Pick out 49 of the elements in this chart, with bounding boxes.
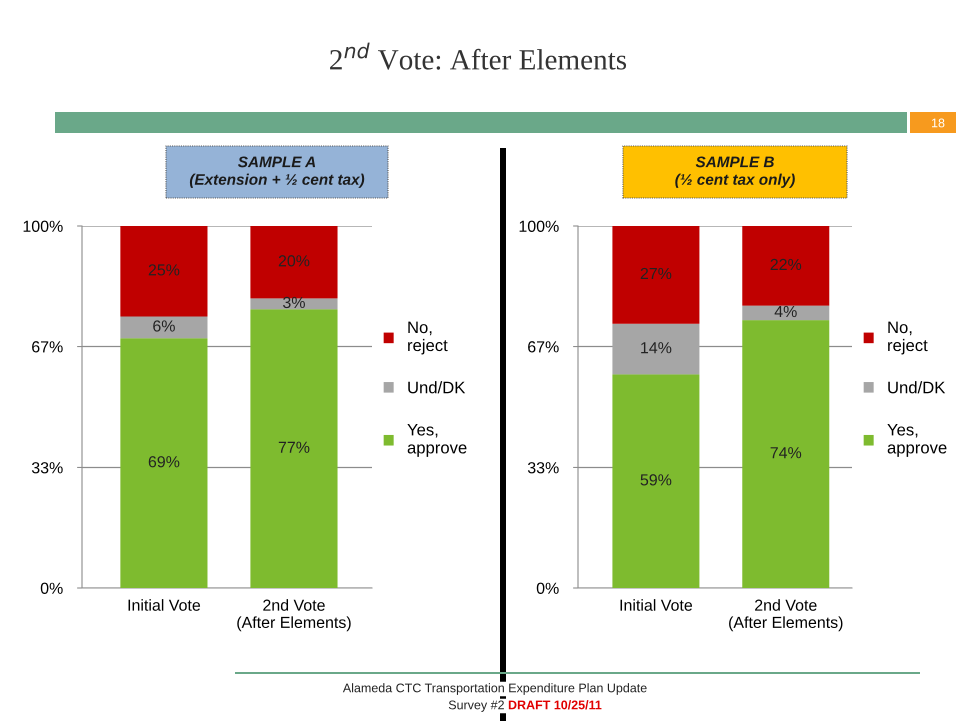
data-label: 69% bbox=[148, 456, 180, 468]
bar bbox=[120, 338, 208, 588]
y-tick-label: 67% bbox=[528, 341, 559, 352]
bar bbox=[612, 226, 700, 324]
bar bbox=[612, 374, 700, 588]
legend-label: Und/DK bbox=[408, 381, 466, 394]
legend-label: Yes, approve bbox=[887, 424, 946, 457]
legend-label: No, reject bbox=[888, 322, 928, 354]
data-label: 25% bbox=[148, 264, 180, 276]
y-tick-label: 100% bbox=[520, 220, 559, 232]
text: 2$^{nd}$ Vote: After Elements bbox=[330, 42, 626, 70]
x-tick-label: 2nd Vote (After Elements) bbox=[237, 599, 351, 632]
bar bbox=[250, 226, 338, 298]
data-label: 77% bbox=[278, 442, 310, 453]
x-tick-label: Initial Vote bbox=[128, 599, 200, 611]
text: Survey #2 bbox=[448, 700, 504, 712]
data-label: 74% bbox=[770, 447, 802, 458]
y-tick-label: 100% bbox=[24, 220, 63, 232]
y-tick-label: 67% bbox=[32, 341, 63, 352]
legend-label: Yes, approve bbox=[407, 424, 466, 457]
bar bbox=[250, 309, 338, 588]
y-tick-label: 0% bbox=[40, 582, 63, 594]
text: Alameda CTC Transportation Expenditure Plan Update bbox=[342, 683, 647, 695]
bar bbox=[612, 324, 700, 374]
data-label: 3% bbox=[283, 296, 305, 308]
bar bbox=[120, 316, 208, 338]
legend-label: No, reject bbox=[408, 322, 448, 354]
legend-label: Und/DK bbox=[888, 381, 946, 394]
data-label: 6% bbox=[153, 320, 175, 332]
bar bbox=[250, 298, 338, 310]
y-tick-label: 33% bbox=[32, 462, 63, 474]
bar bbox=[742, 320, 830, 588]
text: 18 bbox=[932, 118, 944, 128]
bar bbox=[742, 226, 830, 306]
bar bbox=[742, 306, 830, 320]
data-label: 59% bbox=[640, 474, 672, 486]
data-label: 22% bbox=[770, 258, 802, 270]
bar bbox=[120, 226, 208, 316]
data-label: 14% bbox=[641, 342, 672, 354]
data-label: 27% bbox=[640, 268, 672, 280]
y-tick-label: 33% bbox=[528, 462, 559, 474]
x-tick-label: 2nd Vote (After Elements) bbox=[729, 599, 842, 632]
chart-subtitle: SAMPLE A (Extension + ½ cent tax) bbox=[190, 156, 364, 188]
data-label: 20% bbox=[278, 255, 310, 266]
x-tick-label: Initial Vote bbox=[620, 599, 692, 611]
data-label: 4% bbox=[774, 306, 797, 318]
text: DRAFT 10/25/11 bbox=[508, 700, 602, 710]
chart-subtitle: SAMPLE B (½ cent tax only) bbox=[675, 156, 795, 188]
y-tick-label: 0% bbox=[536, 582, 559, 594]
